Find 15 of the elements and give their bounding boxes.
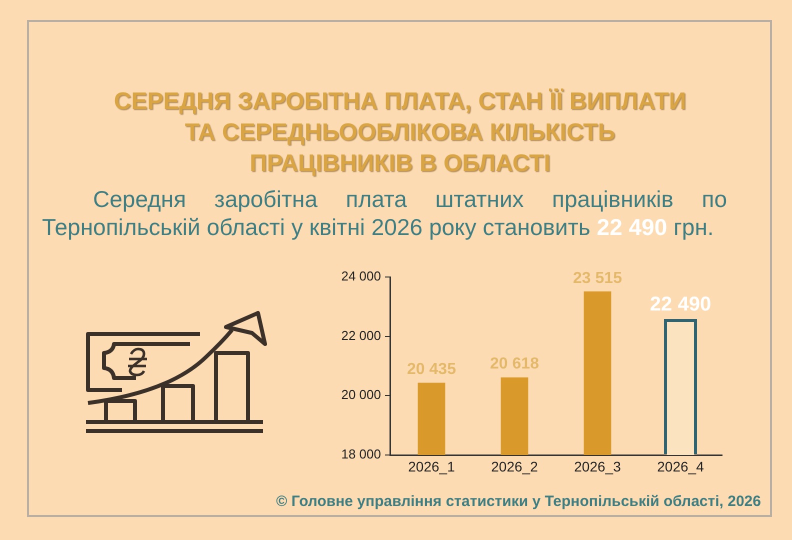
data-label: 22 490	[650, 293, 712, 316]
x-tick-label: 2026_2	[491, 458, 538, 474]
x-tick-label: 2026_1	[408, 458, 456, 474]
y-tick-label: 22 000	[341, 328, 381, 343]
chart-title: СЕРЕДНЯ ЗАРОБІТНА ПЛАТА, СТАН ЇЇ ВИПЛАТИ ТА СЕРЕДНЬООБЛІКОВА КІЛЬКІСТЬ ПРАЦІВНИКІВ В ОБЛАСТІ	[112, 87, 688, 179]
data-label: 23 515	[573, 270, 622, 287]
y-tick-label: 18 000	[341, 446, 381, 462]
text: © Головне управління статистики у Тернопільській області, 2026	[276, 493, 761, 510]
data-label: 20 618	[490, 356, 540, 373]
data-label: 20 435	[407, 361, 456, 378]
x-tick-label: 2026_4	[657, 458, 704, 474]
y-tick-label: 20 000	[341, 387, 381, 402]
y-tick-label: 24 000	[341, 268, 381, 284]
x-tick-label: 2026_3	[574, 458, 622, 474]
chart-subtitle: Середня заробітна плата штатних працівників по Тернопільській області у квітні 2026 року становить 22 490 грн.	[42, 185, 727, 241]
